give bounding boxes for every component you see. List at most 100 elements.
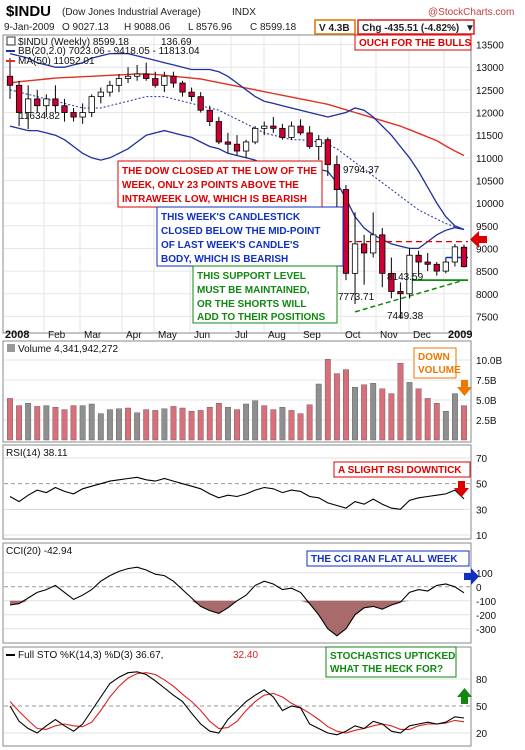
candle-body bbox=[79, 112, 86, 118]
month-label: Aug bbox=[268, 330, 286, 341]
annotation-sto-line2: WHAT THE HECK FOR? bbox=[330, 664, 443, 675]
change-box bbox=[357, 19, 475, 35]
candle bbox=[43, 94, 50, 118]
price-tick-label: 9500 bbox=[476, 222, 499, 233]
candle-body bbox=[233, 143, 241, 152]
candle bbox=[206, 105, 213, 127]
legend-price: $INDU (Weekly) 8599.18 bbox=[18, 37, 129, 48]
candle bbox=[34, 89, 41, 113]
volume-bar bbox=[61, 409, 68, 441]
candle bbox=[297, 119, 304, 136]
candle-body bbox=[161, 75, 168, 86]
volume-bar bbox=[343, 369, 349, 441]
annotation-candle-box bbox=[156, 206, 344, 267]
cci-tick-label: 0 bbox=[476, 583, 482, 594]
volume-bar bbox=[288, 410, 295, 441]
candle-body bbox=[143, 73, 150, 79]
volume-bar bbox=[179, 407, 186, 441]
quote-high: H 9088.06 bbox=[124, 22, 171, 33]
candle-body bbox=[34, 98, 41, 107]
candle-body bbox=[342, 189, 350, 274]
change-arrow-icon: ▼ bbox=[465, 23, 475, 34]
candle bbox=[161, 71, 168, 93]
candle-body bbox=[97, 91, 104, 98]
candle bbox=[88, 94, 95, 118]
rsi-down-arrow-icon bbox=[454, 481, 469, 497]
volume-bar bbox=[197, 410, 204, 441]
candle bbox=[288, 121, 295, 140]
candle-body bbox=[360, 243, 368, 254]
volume-bar bbox=[215, 403, 222, 441]
annotation-bulls-box bbox=[354, 34, 472, 51]
candle bbox=[197, 92, 204, 113]
sto-legend: Full STO %K(14,3) %D(3) 36.67, 32.40 bbox=[6, 650, 258, 661]
annotation-downvol-box bbox=[413, 347, 457, 379]
volume-bar bbox=[43, 405, 50, 441]
candle-body bbox=[43, 98, 50, 107]
price-tick-label: 10000 bbox=[476, 199, 504, 210]
volume-bar bbox=[70, 405, 77, 441]
candle-body bbox=[215, 121, 222, 143]
price-label-low-jan: 11634.82 bbox=[19, 111, 60, 122]
candle bbox=[179, 80, 186, 97]
cci-line bbox=[9, 566, 465, 637]
candle bbox=[388, 257, 395, 299]
candle-body bbox=[388, 272, 395, 292]
price-tick-label: 10500 bbox=[476, 176, 504, 187]
cci-tick-label: -100 bbox=[476, 597, 496, 608]
ma50-line bbox=[9, 73, 465, 157]
candle bbox=[379, 228, 386, 288]
rsi-tick-label: 50 bbox=[476, 480, 488, 491]
candle-body bbox=[170, 75, 177, 84]
month-label: Jul bbox=[235, 330, 248, 341]
volume-bar bbox=[333, 373, 340, 441]
volume-tick-label: 10.0B bbox=[476, 356, 502, 367]
volume-bar bbox=[388, 393, 395, 441]
axis-ticks: 7500800085009000950010000105001100011500… bbox=[476, 41, 504, 740]
candle bbox=[270, 117, 277, 133]
volume-bar bbox=[97, 413, 104, 441]
candle-body bbox=[415, 254, 422, 263]
month-label: Oct bbox=[345, 330, 361, 341]
annotation-support-line1: THIS SUPPORT LEVEL bbox=[197, 271, 306, 282]
month-label: Mar bbox=[84, 330, 102, 341]
volume-bar bbox=[134, 412, 141, 441]
volume-bar bbox=[279, 407, 286, 441]
x-axis: 2008 Feb Mar Apr May Jun Jul Aug Sep Oct… bbox=[5, 329, 472, 341]
month-label: Feb bbox=[48, 330, 66, 341]
volume-bar bbox=[116, 408, 122, 441]
candle bbox=[170, 71, 177, 88]
candle-body bbox=[397, 291, 404, 295]
candle-body bbox=[333, 164, 341, 190]
candle bbox=[360, 234, 368, 285]
candle bbox=[143, 62, 150, 81]
candle bbox=[115, 73, 123, 93]
candle-body bbox=[442, 261, 449, 272]
candle bbox=[6, 58, 14, 99]
volume-bar bbox=[88, 403, 95, 441]
cci-tick-label: -200 bbox=[476, 611, 496, 622]
candle-body bbox=[70, 112, 77, 118]
price-tick-label: 9000 bbox=[476, 244, 499, 255]
volume-plot bbox=[7, 359, 467, 441]
candle bbox=[97, 87, 104, 104]
volume-bar bbox=[379, 388, 386, 441]
candle bbox=[124, 67, 132, 84]
legend-sto-d: 32.40 bbox=[233, 650, 258, 661]
legend-rsi: RSI(14) 38.11 bbox=[6, 448, 68, 459]
rsi-tick-label: 70 bbox=[476, 454, 488, 465]
volume-bar bbox=[7, 398, 13, 441]
candle bbox=[261, 121, 268, 136]
price-tick-label: 12000 bbox=[476, 109, 504, 120]
legend-bb: BB(20,2.0) 7023.06 - 9418.05 - 11813.04 bbox=[18, 46, 200, 57]
candle-body bbox=[451, 246, 459, 263]
price-legend: $INDU (Weekly) 8599.18 136.69 BB(20,2.0)… bbox=[6, 36, 200, 67]
volume-bar bbox=[34, 406, 41, 441]
copyright: @StockCharts.com bbox=[428, 7, 514, 18]
candle-body bbox=[433, 263, 440, 272]
legend-cci: CCI(20) -42.94 bbox=[6, 546, 73, 557]
candle-body bbox=[52, 98, 59, 107]
candle-body bbox=[61, 105, 68, 113]
quote-close: C 8599.18 bbox=[250, 22, 297, 33]
annotation-bulls: OUCH FOR THE BULLS bbox=[359, 38, 472, 49]
